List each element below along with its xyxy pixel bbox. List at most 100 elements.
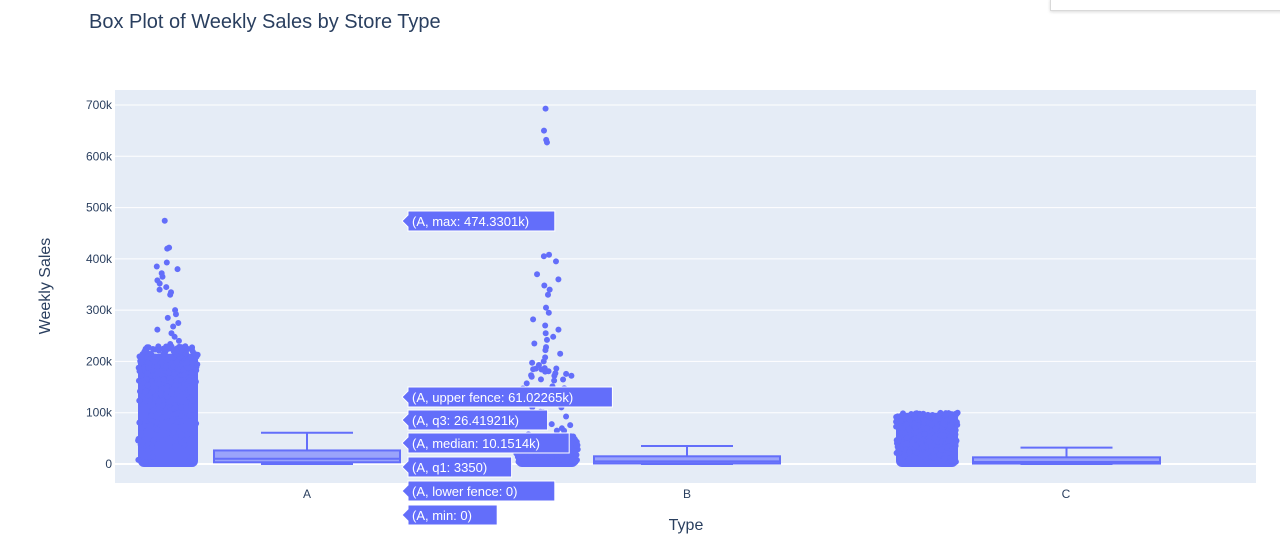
data-point [186,377,193,384]
data-point [173,410,180,417]
data-point [921,431,928,438]
data-point [920,417,927,424]
data-point [895,436,902,443]
data-point [567,422,574,429]
data-point [142,388,149,395]
data-point [912,429,919,436]
hover-label: (A, min: 0) [401,504,498,526]
data-point [555,326,562,333]
data-point [903,434,910,441]
y-tick-label: 400k [86,252,113,266]
data-point [926,433,933,440]
data-point [149,453,156,460]
box-traces [213,431,1161,465]
data-point [923,425,930,432]
data-point [145,344,152,351]
data-point [148,444,155,451]
data-point [179,346,186,353]
data-point [530,366,537,373]
data-point [178,439,185,446]
box-C[interactable] [972,446,1161,465]
box-body [213,449,401,464]
data-point [548,421,555,428]
data-point [164,393,171,400]
data-point [173,382,180,389]
data-point [157,390,164,397]
data-point [901,452,908,459]
data-point [141,348,148,355]
data-point [136,419,143,426]
data-point [154,326,161,333]
data-point [546,251,553,258]
data-point [952,440,959,447]
data-point [184,431,191,438]
data-point [175,337,182,344]
data-point [177,404,184,411]
data-point [523,380,530,387]
data-point [560,376,567,383]
data-point [163,259,170,266]
data-point [193,420,200,427]
data-point [189,457,196,464]
y-tick-label: 600k [86,149,113,163]
hover-label-text: (A, max: 474.3301k) [412,214,529,229]
data-point [144,370,151,377]
data-point [899,425,906,432]
data-point [163,363,170,370]
box-body [593,455,781,465]
data-point [940,420,947,427]
data-point [546,286,553,293]
data-point [176,428,183,435]
data-point [183,359,190,366]
data-point [137,359,144,366]
data-points [135,105,961,467]
data-point [911,414,918,421]
box-B[interactable] [593,445,781,465]
data-point [552,370,559,377]
box-A[interactable] [213,431,401,465]
data-point [912,425,919,432]
data-point [903,440,910,447]
data-point [554,457,561,464]
data-point [903,421,910,428]
hover-label-text: (A, upper fence: 61.02265k) [412,390,573,405]
data-point [193,353,200,360]
data-point [171,371,178,378]
data-point [142,458,149,465]
data-point [906,449,913,456]
data-point [189,344,196,351]
data-point [543,336,550,343]
data-point [952,458,959,465]
hover-label: (A, lower fence: 0) [401,480,556,502]
data-point [923,460,930,467]
data-point [546,458,553,465]
data-point [164,430,171,437]
y-tick-label: 100k [86,406,113,420]
data-point [917,413,924,420]
data-point [192,378,199,385]
chart-title: Box Plot of Weekly Sales by Store Type [89,11,441,33]
data-point [153,263,160,270]
data-point [542,347,549,354]
data-point [947,457,954,464]
data-point [912,442,919,449]
data-point [172,434,179,441]
data-point [938,446,945,453]
data-point [173,419,180,426]
data-point [194,361,201,368]
data-point [568,372,575,379]
data-point [540,358,547,365]
data-point [138,424,145,431]
data-point [545,309,552,316]
x-tick-label: C [1062,487,1071,501]
data-point [897,418,904,425]
data-point [919,443,926,450]
data-point [181,371,188,378]
data-point [168,418,175,425]
data-point [183,350,190,357]
data-point [542,105,549,112]
data-point [138,429,145,436]
data-point [147,422,154,429]
data-point [160,345,167,352]
